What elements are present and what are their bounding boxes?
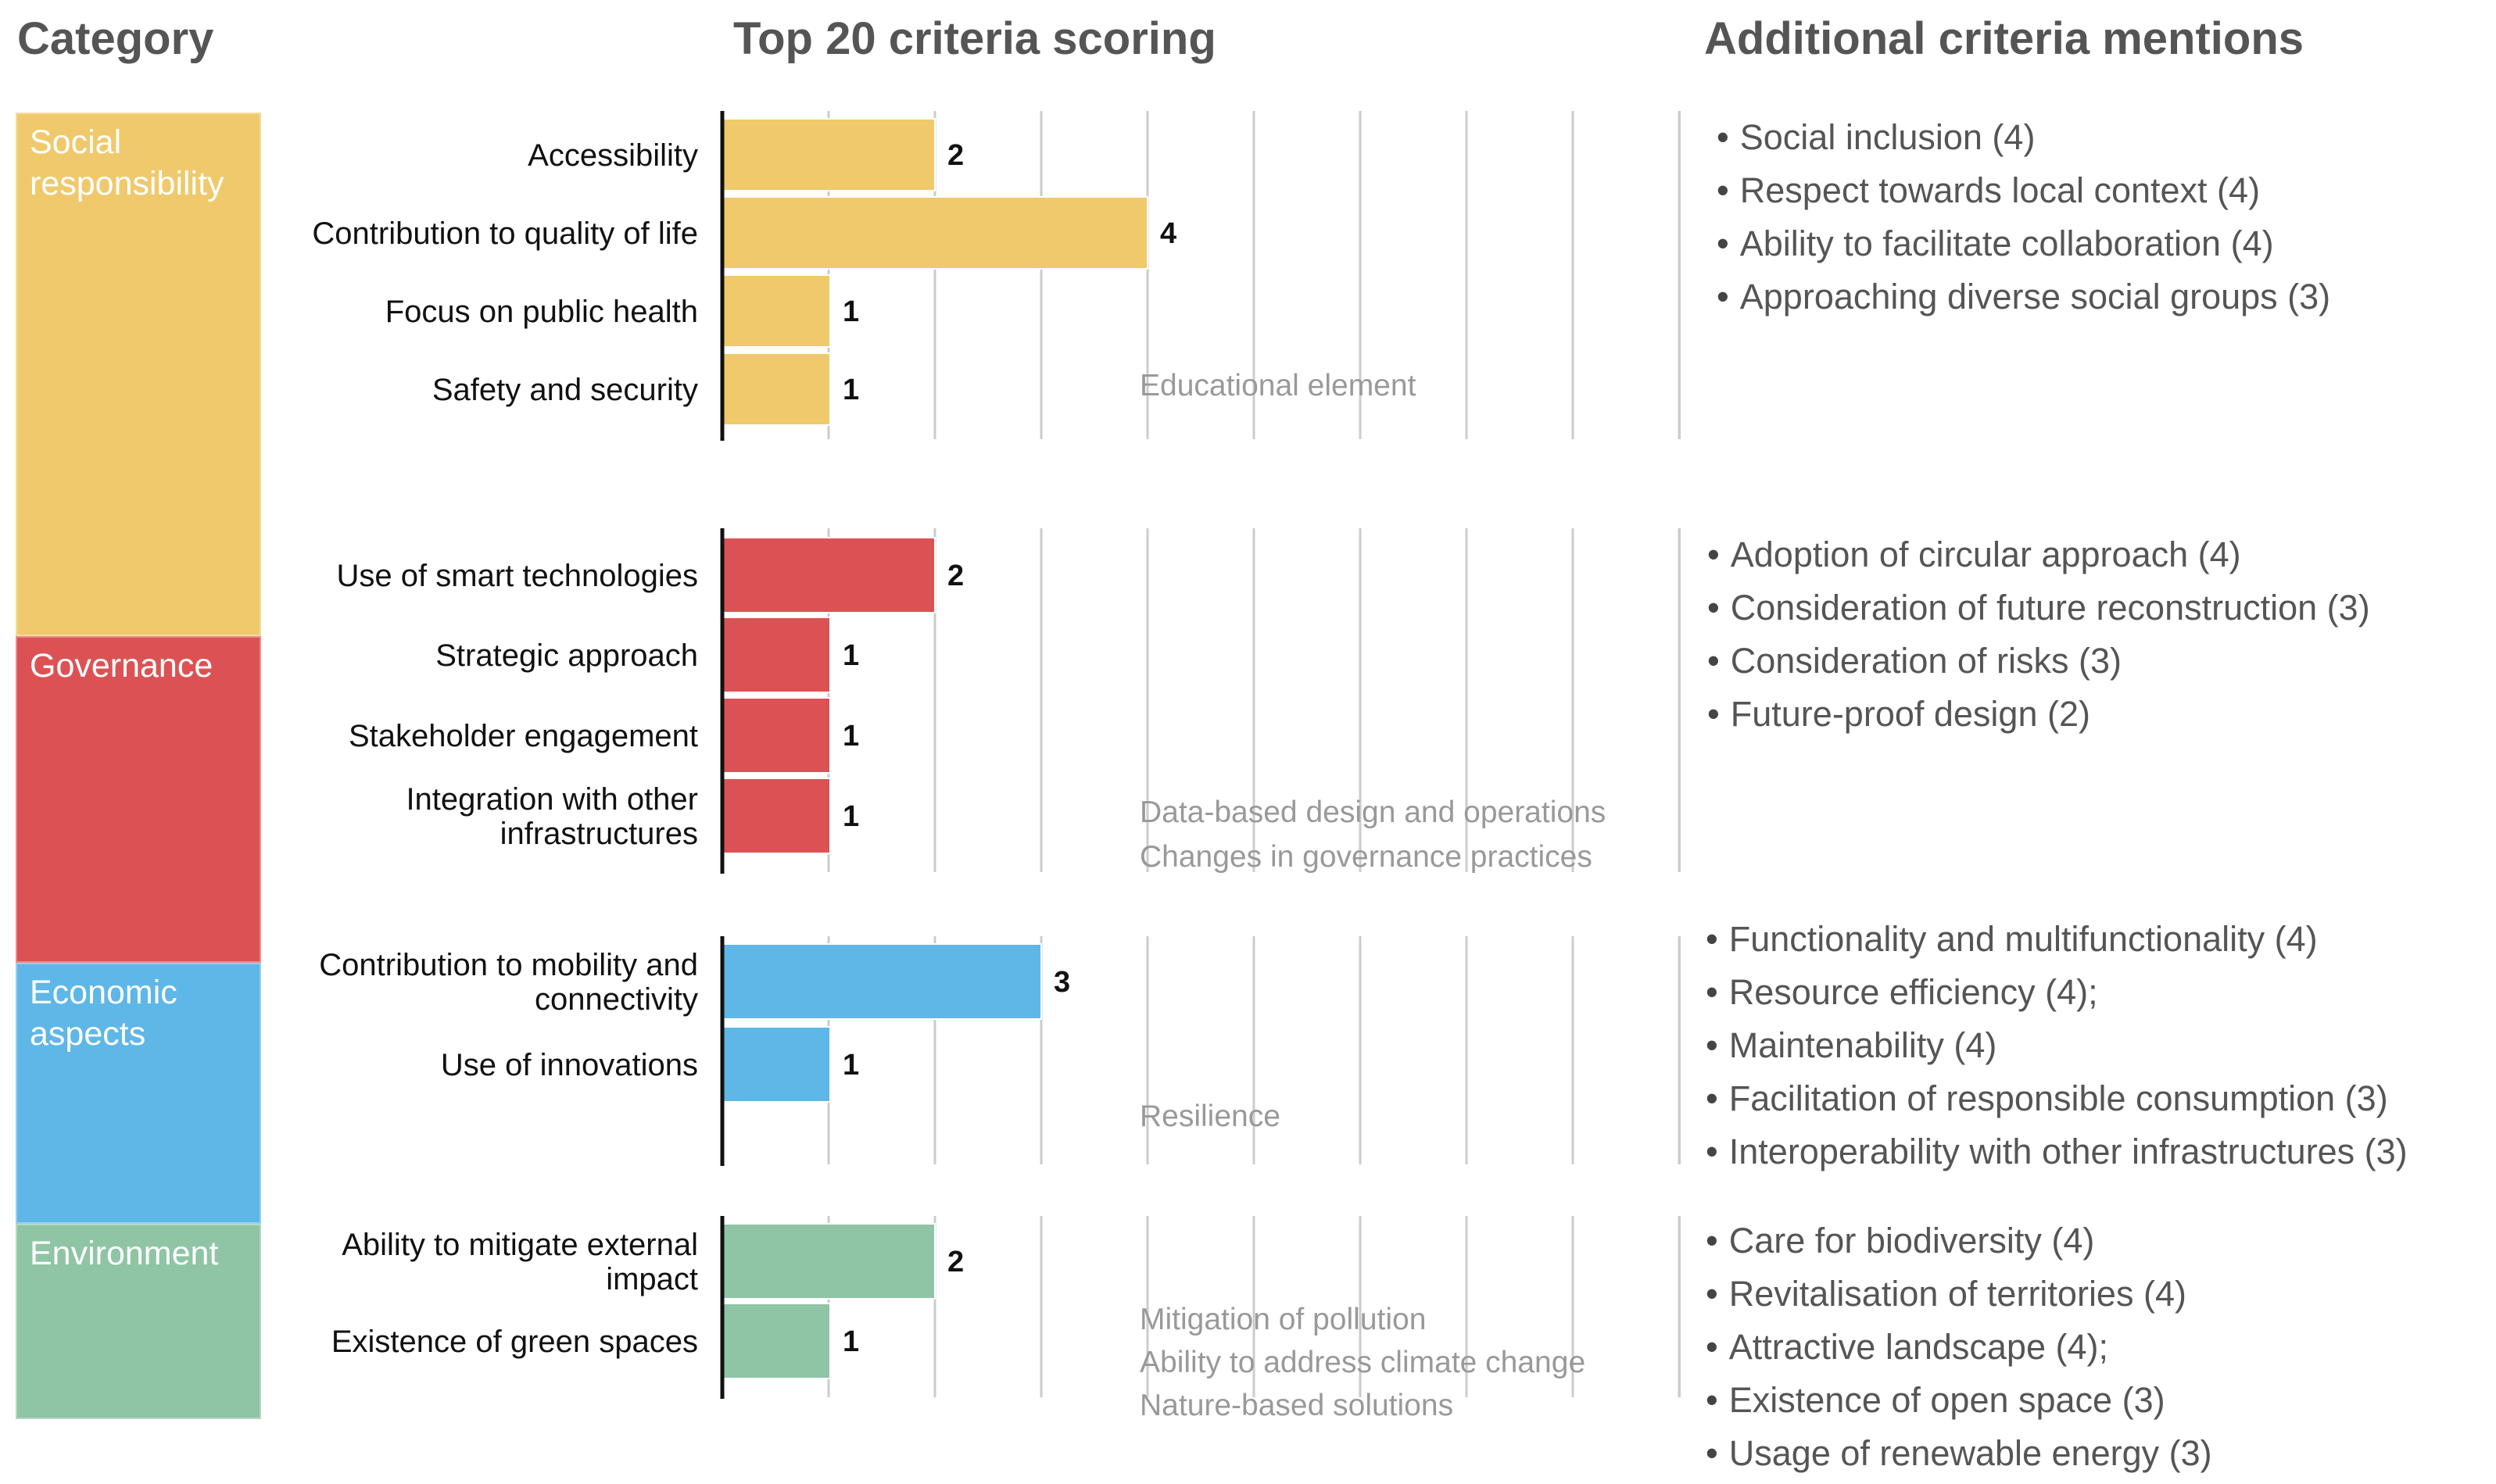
- bar-value-label: 1: [843, 1049, 859, 1082]
- category-environment: Environment: [16, 1224, 261, 1419]
- bar-category-label: Use of smart technologies: [337, 559, 698, 593]
- additional-item: Adoption of circular approach (4): [1707, 528, 2370, 581]
- bar-category-label: Stakeholder engagement: [349, 719, 698, 753]
- bar-category-label: Ability to mitigate external: [342, 1228, 698, 1262]
- additional-item: Revitalisation of territories (4): [1706, 1268, 2212, 1321]
- bar-category-label: impact: [606, 1262, 698, 1296]
- bar: [722, 118, 936, 191]
- bar-value-label: 1: [843, 639, 859, 672]
- bar: [722, 778, 831, 854]
- category-label: Governance: [30, 647, 213, 685]
- additional-item: Existence of open space (3): [1706, 1374, 2212, 1427]
- additional-item: Functionality and multifunctionality (4): [1706, 913, 2408, 966]
- category-label: Economic aspects: [30, 974, 177, 1053]
- category-governance: Governance: [16, 636, 261, 963]
- bar: [722, 943, 1042, 1020]
- bar-category-label: Contribution to quality of life: [312, 216, 698, 251]
- bar-value-label: 1: [843, 295, 859, 328]
- bar: [722, 617, 831, 693]
- additional-item: Facilitation of responsible consumption …: [1706, 1072, 2408, 1125]
- additional-item: Usage of renewable energy (3): [1706, 1427, 2212, 1480]
- additional-list-environment: Care for biodiversity (4) Revitalisation…: [1706, 1214, 2212, 1480]
- additional-item: Future-proof design (2): [1707, 688, 2370, 741]
- additional-item: Social inclusion (4): [1717, 111, 2330, 164]
- bar-value-label: 2: [947, 560, 964, 592]
- bar-value-label: 2: [947, 139, 964, 172]
- bar-value-label: 1: [843, 1325, 859, 1358]
- bar-category-label: Accessibility: [528, 138, 698, 173]
- bar-category-label: Safety and security: [432, 373, 698, 407]
- bar-category-label: Integration with other: [406, 782, 698, 817]
- annotation-note: Educational element: [1140, 369, 1416, 402]
- bar-category-label: Focus on public health: [385, 295, 698, 329]
- bar: [722, 196, 1148, 270]
- bar: [722, 697, 831, 774]
- additional-item: Respect towards local context (4): [1717, 164, 2330, 217]
- additional-header: Additional criteria mentions: [1704, 13, 2304, 64]
- additional-item: Approaching diverse social groups (3): [1717, 270, 2330, 324]
- bar-category-label: infrastructures: [500, 817, 698, 851]
- bar: [722, 1223, 936, 1300]
- bar: [722, 537, 936, 613]
- bar-category-label: Contribution to mobility and: [319, 948, 698, 982]
- annotation-note: Ability to address climate change: [1140, 1346, 1585, 1379]
- additional-item: Ability to facilitate collaboration (4): [1717, 217, 2330, 270]
- annotation-note: Data-based design and operations: [1140, 796, 1606, 829]
- additional-item: Maintenability (4): [1706, 1019, 2408, 1072]
- additional-list-economic: Functionality and multifunctionality (4)…: [1706, 913, 2408, 1178]
- bar-value-label: 1: [843, 374, 859, 406]
- additional-item: Interoperability with other infrastructu…: [1706, 1125, 2408, 1178]
- bar-value-label: 4: [1160, 217, 1176, 250]
- bar-value-label: 2: [947, 1246, 964, 1278]
- additional-item: Resource efficiency (4);: [1706, 966, 2408, 1019]
- additional-item: Care for biodiversity (4): [1706, 1214, 2212, 1268]
- additional-separator: [1679, 111, 1681, 439]
- bar-category-label: connectivity: [535, 982, 698, 1017]
- additional-separator: [1679, 528, 1681, 872]
- additional-list-social: Social inclusion (4) Respect towards loc…: [1717, 111, 2330, 324]
- additional-item: Consideration of risks (3): [1707, 635, 2370, 688]
- bar: [722, 1026, 831, 1103]
- category-label: Environment: [30, 1235, 219, 1272]
- category-social-responsibility: Social responsibility: [16, 113, 261, 636]
- bar-category-label: Existence of green spaces: [331, 1325, 698, 1359]
- additional-separator: [1679, 936, 1681, 1164]
- category-label: Social responsibility: [30, 123, 224, 202]
- bar-category-label: Use of innovations: [441, 1048, 698, 1082]
- bar: [722, 352, 831, 426]
- scoring-header: Top 20 criteria scoring: [733, 13, 1216, 64]
- additional-separator: [1679, 1216, 1681, 1397]
- additional-list-governance: Adoption of circular approach (4) Consid…: [1707, 528, 2370, 741]
- additional-item: Attractive landscape (4);: [1706, 1321, 2212, 1374]
- annotation-note: Changes in governance practices: [1140, 840, 1592, 874]
- bar-value-label: 3: [1054, 966, 1070, 999]
- annotation-note: Resilience: [1140, 1100, 1280, 1133]
- annotation-note: Nature-based solutions: [1140, 1389, 1453, 1422]
- category-economic-aspects: Economic aspects: [16, 963, 261, 1224]
- annotation-note: Mitigation of pollution: [1140, 1303, 1426, 1336]
- additional-item: Consideration of future reconstruction (…: [1707, 581, 2370, 635]
- bar-value-label: 1: [843, 720, 859, 753]
- bar: [722, 1303, 831, 1379]
- bar: [722, 274, 831, 348]
- category-header: Category: [17, 13, 214, 64]
- bar-category-label: Strategic approach: [435, 638, 698, 673]
- bar-value-label: 1: [843, 800, 859, 833]
